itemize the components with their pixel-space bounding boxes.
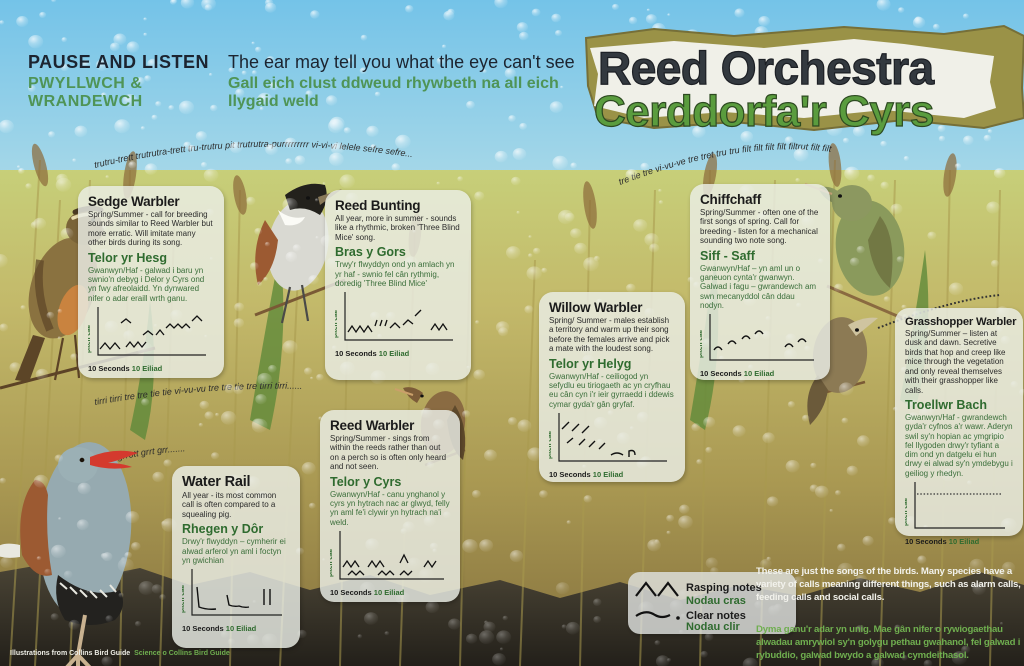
svg-text:pitch cae: pitch cae (905, 497, 909, 526)
svg-text:pitch cae: pitch cae (88, 324, 92, 353)
svg-text:Nodau cras: Nodau cras (686, 595, 746, 607)
svg-text:Cerddorfa'r Cyrs: Cerddorfa'r Cyrs (594, 87, 934, 136)
svg-text:pitch cae: pitch cae (700, 330, 704, 359)
svg-text:pitch cae: pitch cae (335, 310, 339, 339)
svg-text:pitch cae: pitch cae (549, 430, 553, 459)
svg-text:pitch cae: pitch cae (330, 548, 334, 577)
svg-text:Rasping notes: Rasping notes (686, 582, 762, 594)
svg-text:pitch cae: pitch cae (182, 585, 186, 614)
svg-text:Nodau clir: Nodau clir (686, 621, 741, 633)
